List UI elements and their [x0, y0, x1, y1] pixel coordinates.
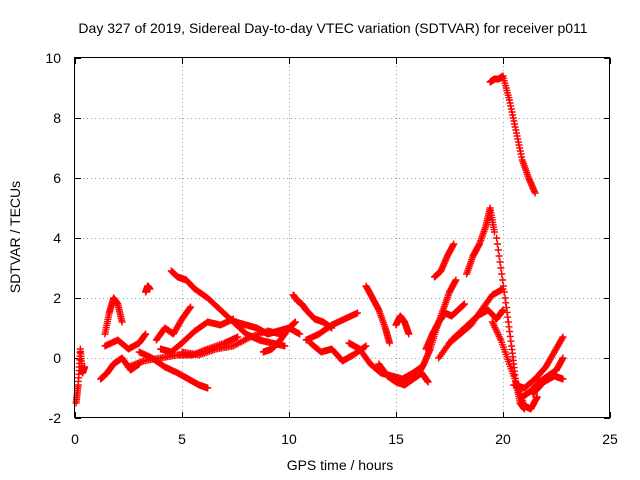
- axis-ticks: [75, 58, 611, 419]
- data-point: [361, 343, 369, 351]
- series-arc-03: [101, 294, 126, 338]
- chart-title: Day 327 of 2019, Sidereal Day-to-day VTE…: [78, 20, 587, 36]
- y-tick-label: 2: [53, 290, 61, 306]
- data-point: [499, 282, 507, 290]
- data-point: [500, 288, 508, 296]
- y-tick-label: 4: [53, 230, 61, 246]
- series-arc-16: [306, 339, 370, 365]
- data-point: [452, 276, 460, 284]
- data-point: [499, 276, 507, 284]
- series-arc-18: [345, 339, 426, 383]
- data-point: [559, 375, 567, 383]
- data-point: [353, 309, 361, 317]
- data-point: [296, 330, 304, 338]
- series-arc-20: [392, 312, 413, 338]
- y-axis-label: SDTVAR / TECUs: [7, 181, 23, 293]
- series-arc-30: [510, 333, 567, 392]
- series-arc-32: [486, 72, 539, 197]
- y-tick-label: 8: [53, 110, 61, 126]
- data-point: [493, 240, 501, 248]
- data-point: [291, 318, 299, 326]
- x-axis-label: GPS time / hours: [287, 457, 394, 473]
- data-point: [186, 304, 194, 312]
- data-point: [450, 240, 458, 248]
- data-point: [118, 318, 126, 326]
- data-point: [493, 234, 501, 242]
- data-point: [405, 330, 413, 338]
- y-tick-label: 6: [53, 170, 61, 186]
- series-arc-26: [435, 306, 507, 362]
- x-tick-label: 10: [281, 431, 297, 447]
- data-point: [497, 264, 505, 272]
- data-point: [558, 335, 566, 342]
- series-arc-08: [152, 303, 195, 344]
- series-arc-01: [72, 345, 89, 407]
- data-point: [460, 300, 468, 308]
- data-point: [531, 189, 539, 197]
- x-tick-label: 25: [602, 431, 618, 447]
- data-point: [533, 393, 541, 401]
- series-arc-04: [101, 330, 150, 353]
- data-point: [187, 303, 195, 311]
- y-tick-label: -2: [49, 410, 62, 426]
- series-arc-07: [135, 348, 212, 392]
- data-point: [520, 405, 528, 413]
- data-points: [72, 72, 567, 413]
- x-tick-label: 0: [71, 431, 79, 447]
- series-arc-10: [157, 315, 237, 356]
- data-point: [494, 246, 502, 254]
- y-tick-labels: -2 0 2 4 6 8 10: [45, 50, 61, 426]
- x-tick-label: 5: [178, 431, 186, 447]
- data-point: [142, 330, 150, 338]
- series-arc-25: [463, 204, 498, 278]
- data-point: [204, 384, 212, 392]
- y-tick-label: 10: [45, 50, 61, 66]
- plot-frame: [74, 57, 610, 418]
- data-point: [146, 285, 154, 293]
- series-arc-13: [259, 318, 299, 356]
- series-arc-23: [431, 240, 458, 281]
- data-point: [386, 339, 394, 347]
- x-tick-label: 20: [495, 431, 511, 447]
- y-tick-label: 0: [53, 350, 61, 366]
- data-point: [559, 333, 567, 341]
- series-arc-22: [422, 300, 468, 353]
- data-point: [234, 333, 242, 341]
- series-arc-17: [362, 282, 394, 347]
- data-point: [490, 228, 498, 236]
- series-arc-15: [302, 309, 361, 344]
- x-tick-label: 15: [388, 431, 404, 447]
- series-arc-05: [142, 282, 154, 296]
- data-point: [495, 252, 503, 260]
- data-point: [362, 342, 370, 350]
- data-point: [498, 270, 506, 278]
- data-point: [81, 363, 89, 371]
- x-tick-labels: 0 5 10 15 20 25: [71, 431, 618, 447]
- data-point: [424, 378, 432, 386]
- data-point: [559, 354, 567, 362]
- data-point: [281, 342, 289, 350]
- series-arc-12: [232, 318, 304, 338]
- data-point: [496, 258, 504, 266]
- series-arc-31: [529, 372, 567, 398]
